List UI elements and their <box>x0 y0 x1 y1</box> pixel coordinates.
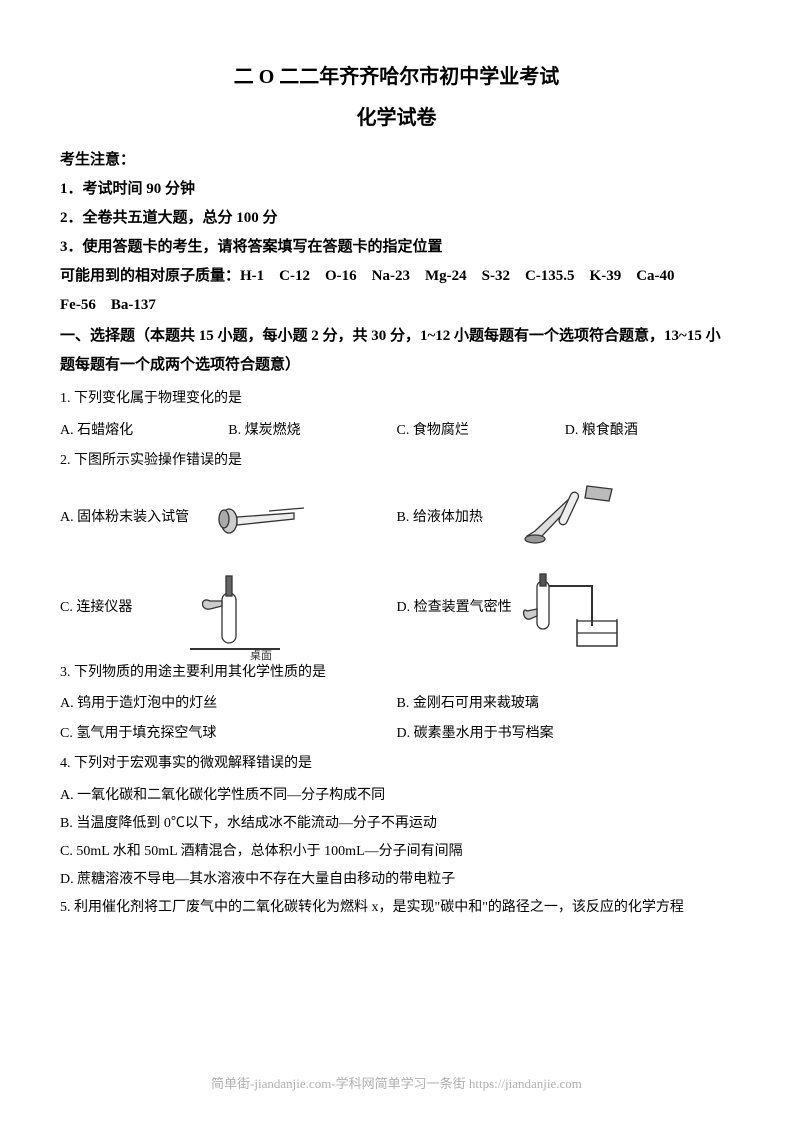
q2-opt-a-row: A. 固体粉末装入试管 <box>60 481 397 551</box>
q3-opt-d: D. 碳素墨水用于书写档案 <box>397 722 734 742</box>
exam-title-sub: 化学试卷 <box>60 101 733 130</box>
atomic-mass-line2: Fe-56 Ba-137 <box>60 293 733 314</box>
airtight-check-icon <box>522 571 632 641</box>
table-label: 桌面 <box>250 649 272 661</box>
q4-opt-b: B. 当温度降低到 0℃以下，水结成冰不能流动—分子不再运动 <box>60 812 733 832</box>
q2-opt-d-row: D. 检查装置气密性 <box>397 571 734 641</box>
heating-liquid-icon <box>517 481 627 551</box>
q2-opt-b-row: B. 给液体加热 <box>397 481 734 551</box>
notice-item-3: 3．使用答题卡的考生，请将答案填写在答题卡的指定位置 <box>60 235 733 256</box>
q1-opt-a: A. 石蜡熔化 <box>60 419 228 439</box>
q2-opt-c-row: C. 连接仪器 桌面 <box>60 571 397 641</box>
q1-opt-c: C. 食物腐烂 <box>397 419 565 439</box>
q1-text: 1. 下列变化属于物理变化的是 <box>60 387 733 411</box>
q3-options-row1: A. 钨用于造灯泡中的灯丝 B. 金刚石可用来裁玻璃 <box>60 692 733 712</box>
page-footer: 简单街-jiandanjie.com-学科网简单学习一条街 https://ji… <box>0 1073 793 1092</box>
q3-text: 3. 下列物质的用途主要利用其化学性质的是 <box>60 661 733 685</box>
notice-item-2: 2．全卷共五道大题，总分 100 分 <box>60 206 733 227</box>
q3-opt-a: A. 钨用于造灯泡中的灯丝 <box>60 692 397 712</box>
q4-opt-d: D. 蔗糖溶液不导电—其水溶液中不存在大量自由移动的带电粒子 <box>60 868 733 888</box>
section-heading: 一、选择题（本题共 15 小题，每小题 2 分，共 30 分，1~12 小题每题… <box>60 322 733 379</box>
q2-opt-a: A. 固体粉末装入试管 <box>60 506 189 526</box>
q1-opt-d: D. 粮食酿酒 <box>565 419 733 439</box>
q2-opt-b: B. 给液体加热 <box>397 506 507 526</box>
notice-heading: 考生注意： <box>60 148 733 169</box>
q2-text: 2. 下图所示实验操作错误的是 <box>60 449 733 473</box>
atomic-mass-line1: 可能用到的相对原子质量：H-1 C-12 O-16 Na-23 Mg-24 S-… <box>60 264 733 285</box>
notice-item-1: 1．考试时间 90 分钟 <box>60 177 733 198</box>
q3-opt-b: B. 金刚石可用来裁玻璃 <box>397 692 734 712</box>
q1-opt-b: B. 煤炭燃烧 <box>228 419 396 439</box>
q4-text: 4. 下列对于宏观事实的微观解释错误的是 <box>60 752 733 776</box>
q1-options: A. 石蜡熔化 B. 煤炭燃烧 C. 食物腐烂 D. 粮食酿酒 <box>60 419 733 439</box>
q2-opt-d: D. 检查装置气密性 <box>397 596 512 616</box>
q5-text: 5. 利用催化剂将工厂废气中的二氧化碳转化为燃料 x，是实现"碳中和"的路径之一… <box>60 896 733 920</box>
connect-apparatus-icon: 桌面 <box>180 571 290 641</box>
q2-opt-c: C. 连接仪器 <box>60 596 170 616</box>
test-tube-powder-icon <box>199 481 309 551</box>
q3-options-row2: C. 氢气用于填充探空气球 D. 碳素墨水用于书写档案 <box>60 722 733 742</box>
q3-opt-c: C. 氢气用于填充探空气球 <box>60 722 397 742</box>
q4-opt-a: A. 一氧化碳和二氧化碳化学性质不同—分子构成不同 <box>60 784 733 804</box>
q2-options: A. 固体粉末装入试管 B. 给液体加热 <box>60 481 733 661</box>
q4-opt-c: C. 50mL 水和 50mL 酒精混合，总体积小于 100mL—分子间有间隔 <box>60 840 733 860</box>
exam-title-main: 二 O 二二年齐齐哈尔市初中学业考试 <box>60 60 733 89</box>
